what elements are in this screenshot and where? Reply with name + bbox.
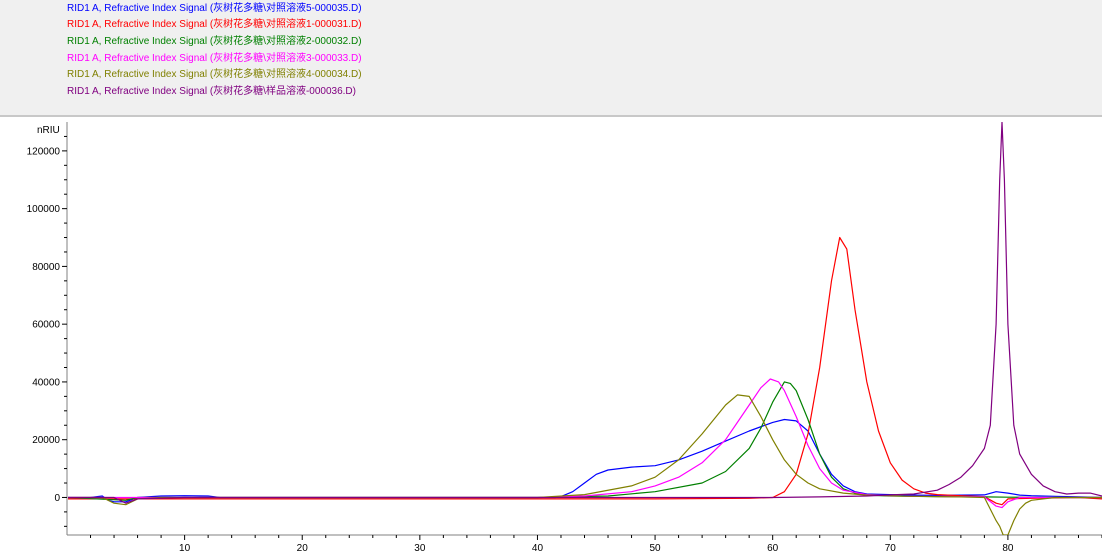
x-tick-label: 10 [179, 543, 191, 554]
legend-entry: RID1 A, Refractive Index Signal (灰树花多糖\样… [67, 86, 356, 97]
x-tick-label: 50 [650, 543, 662, 554]
y-axis-label: nRIU [37, 125, 60, 136]
legend-entry: RID1 A, Refractive Index Signal (灰树花多糖\对… [67, 53, 362, 64]
legend-panel: RID1 A, Refractive Index Signal (灰树花多糖\对… [0, 0, 1102, 117]
y-tick-label: 100000 [27, 204, 61, 215]
series-line-4 [68, 394, 1102, 535]
series-line-1 [68, 236, 1102, 506]
legend-entry: RID1 A, Refractive Index Signal (灰树花多糖\对… [67, 69, 362, 80]
x-tick-label: 30 [414, 543, 426, 554]
x-tick-label: 40 [532, 543, 544, 554]
axes [66, 122, 1102, 536]
legend-entry: RID1 A, Refractive Index Signal (灰树花多糖\对… [67, 19, 362, 30]
y-tick-label: 20000 [32, 435, 60, 446]
y-tick-label: 120000 [27, 146, 61, 157]
signal-lines [68, 122, 1102, 535]
tick-marks: 0 20000 40000 60000 80000 100000 120000 10 20 30 4… [27, 135, 1102, 554]
x-tick-label: 20 [297, 543, 309, 554]
y-tick-label: 0 [54, 493, 60, 504]
series-line-5 [68, 122, 1102, 504]
x-tick-label: 60 [767, 543, 779, 554]
legend-entry: RID1 A, Refractive Index Signal (灰树花多糖\对… [67, 36, 362, 47]
y-tick-label: 40000 [32, 377, 60, 388]
y-tick-label: 80000 [32, 262, 60, 273]
legend-entry: RID1 A, Refractive Index Signal (灰树花多糖\对… [67, 3, 362, 14]
x-tick-label: 80 [1002, 543, 1014, 554]
series-line-0 [68, 418, 1102, 503]
series-line-3 [68, 378, 1102, 509]
x-tick-label: 70 [885, 543, 897, 554]
y-tick-label: 60000 [32, 320, 60, 331]
